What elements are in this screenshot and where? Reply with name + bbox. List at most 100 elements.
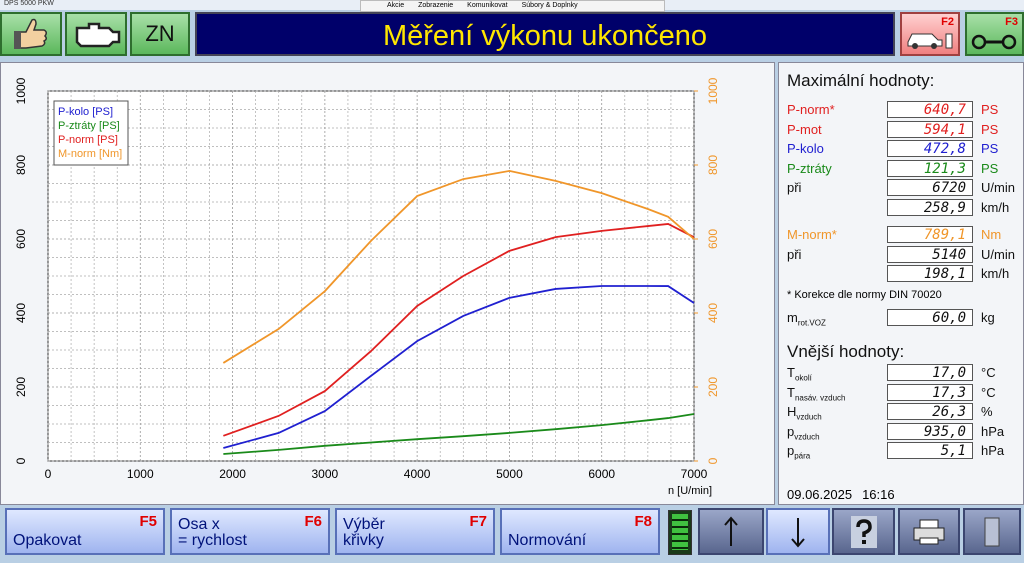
row-label: Hvzduch — [787, 404, 822, 422]
note: * Korekce dle normy DIN 70020 — [787, 288, 942, 301]
arrow-down-button[interactable] — [766, 508, 830, 555]
x-tick-label: 2000 — [219, 467, 246, 481]
engine-button[interactable] — [65, 12, 127, 56]
row-unit: km/h — [981, 199, 1010, 215]
row-unit: PS — [981, 160, 999, 176]
label-text: při — [787, 180, 802, 195]
printer-icon — [913, 519, 945, 545]
row-label: Tokolí — [787, 365, 812, 383]
row-label: při — [787, 180, 801, 195]
level-indicator — [668, 510, 692, 555]
row-label: Tnasáv. vzduch — [787, 385, 846, 403]
series-line — [223, 223, 695, 437]
menu-item[interactable]: Komunikovat — [467, 2, 508, 9]
row-label: P-mot — [787, 122, 822, 137]
value-box: 789,1 — [887, 226, 973, 243]
ok-button[interactable] — [0, 12, 62, 56]
button-line: křivky — [343, 532, 384, 549]
y2-tick-label: 200 — [706, 377, 720, 397]
y2-tick-label: 400 — [706, 303, 720, 323]
f2-button[interactable]: F2 — [900, 12, 960, 56]
row-label: M-norm* — [787, 227, 837, 242]
status-title: Měření výkonu ukončeno — [195, 12, 895, 56]
label-text: T — [787, 384, 795, 400]
y-tick-label: 600 — [14, 229, 28, 249]
value-row: P-ztráty 121,3 PS — [787, 159, 1019, 178]
value-box: 17,3 — [887, 383, 973, 401]
label-text: P-kolo — [787, 141, 824, 156]
x-tick-label: 7000 — [681, 467, 708, 481]
button-line: = rychlost — [178, 532, 247, 549]
value-row: při 5140 U/min — [787, 245, 1019, 264]
x-tick-label: 1000 — [127, 467, 154, 481]
label-sub: okolí — [794, 373, 812, 383]
button-text: Opakovat — [13, 533, 81, 549]
button-line: Osa x — [178, 516, 220, 533]
row-label: při — [787, 247, 801, 262]
label-sub: vzduch — [794, 432, 820, 442]
arrow-up-button[interactable] — [698, 508, 764, 555]
results-panel: Maximální hodnoty: P-norm* 640,7 PS P-mot 594… — [778, 62, 1024, 505]
series-line — [222, 170, 695, 364]
row-unit: km/h — [981, 266, 1010, 281]
help-button[interactable] — [832, 508, 895, 555]
function-button[interactable]: F8 Normování — [500, 508, 660, 555]
section-title: Maximální hodnoty: — [787, 71, 935, 90]
menu-item[interactable]: Súbory & Doplnky — [521, 2, 578, 9]
value-row: P-norm* 640,7 PS — [787, 101, 1019, 119]
value-row: P-mot 594,1 PS — [787, 120, 1019, 139]
button-text: Výběr křivky — [343, 517, 385, 549]
row-unit: Nm — [981, 227, 1002, 242]
function-button[interactable]: F6 Osa x = rychlost — [170, 508, 330, 555]
button-text: Osa x = rychlost — [178, 517, 247, 549]
time: 16:16 — [862, 487, 895, 502]
chart: 0 1000 2000 3000 4000 5000 6000 700002004006008… — [14, 77, 720, 497]
value-row: P-kolo 472,8 PS — [787, 140, 1019, 158]
menu-item[interactable]: Zobrazenie — [418, 2, 454, 9]
row-label: P-ztráty — [787, 161, 832, 176]
print-button[interactable] — [898, 508, 960, 555]
arrow-down-icon — [791, 518, 805, 548]
button-line: Opakovat — [13, 532, 82, 549]
legend-box — [53, 100, 129, 166]
y-tick-label: 0 — [14, 457, 28, 464]
exit-button[interactable] — [963, 508, 1021, 555]
row-unit: kg — [981, 309, 995, 325]
row-unit: U/min — [981, 180, 1015, 195]
zn-button[interactable]: ZN — [130, 12, 190, 56]
y-tick-label: 200 — [14, 377, 28, 397]
series-line — [223, 413, 695, 455]
row-unit: U/min — [981, 246, 1015, 262]
f2-key: F2 — [941, 16, 954, 28]
button-text: Normování — [508, 533, 586, 549]
value-box: 60,0 — [887, 308, 973, 326]
legend-entry: P-ztráty [PS] — [58, 120, 120, 132]
y-tick-label: 1000 — [14, 77, 28, 104]
x-axis-label: n [U/min] — [668, 485, 712, 497]
legend-entry: P-norm [PS] — [58, 134, 118, 146]
f3-button[interactable]: F3 — [965, 12, 1024, 56]
value-row: mrot.VOZ 60,0 kg — [787, 308, 1019, 327]
x-tick-label: 0 — [45, 467, 52, 481]
engine-icon — [75, 22, 121, 48]
function-button[interactable]: F5 Opakovat — [5, 508, 165, 555]
section-title: Vnější hodnoty: — [787, 342, 905, 361]
label-text: H — [787, 404, 797, 419]
value-row: Hvzduch 26,3% — [787, 403, 1019, 422]
value-row: 258,9 km/h — [787, 198, 1019, 217]
roller-icon — [971, 34, 1017, 50]
function-key: F7 — [469, 513, 487, 530]
y-tick-label: 400 — [14, 303, 28, 323]
legend-entry: M-norm [Nm] — [58, 148, 122, 160]
function-key: F8 — [634, 513, 652, 530]
function-button[interactable]: F7 Výběr křivky — [335, 508, 495, 555]
label-sub: vzduch — [796, 412, 822, 422]
datetime: 09.06.2025 16:16 — [787, 487, 895, 502]
label-text: T — [787, 365, 795, 380]
menu-item[interactable]: Akcie — [387, 2, 405, 9]
label-text: při — [787, 246, 802, 262]
x-tick-label: 5000 — [496, 467, 523, 481]
date: 09.06.2025 — [787, 487, 853, 502]
value-row: Tokolí 17,0 °C — [787, 364, 1019, 383]
door-icon — [984, 517, 1000, 547]
